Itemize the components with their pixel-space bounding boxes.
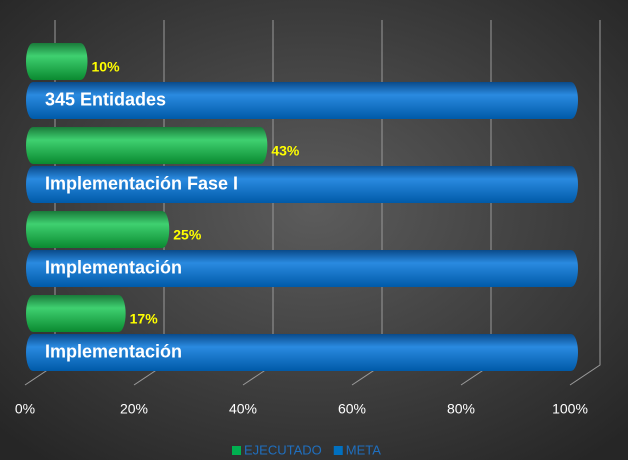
bar	[26, 334, 579, 371]
x-tick-label: 60%	[338, 401, 366, 417]
legend-swatch	[333, 446, 343, 455]
x-tick-label: 20%	[120, 401, 148, 417]
grid-line	[569, 20, 601, 386]
bar	[26, 166, 579, 203]
category-label: 345 Entidades	[45, 89, 166, 109]
legend-label: EJECUTADO	[244, 442, 322, 457]
legend-label: META	[346, 442, 381, 457]
bar	[26, 43, 88, 80]
category-label: Implementación	[45, 257, 182, 277]
value-label: 43%	[271, 143, 300, 159]
value-label: 25%	[173, 227, 202, 243]
bar	[26, 82, 579, 119]
x-tick-label: 100%	[552, 401, 588, 417]
x-tick-label: 0%	[15, 401, 35, 417]
bar	[26, 295, 126, 332]
x-tick-label: 80%	[447, 401, 475, 417]
category-label: Implementación	[45, 341, 182, 361]
legend-swatch	[232, 446, 241, 455]
x-tick-label: 40%	[229, 401, 257, 417]
bar	[26, 211, 170, 248]
category-label: Implementación Fase I	[45, 173, 238, 193]
value-label: 17%	[130, 311, 159, 327]
value-label: 10%	[92, 59, 121, 75]
bar	[26, 127, 268, 164]
bar	[26, 250, 579, 287]
